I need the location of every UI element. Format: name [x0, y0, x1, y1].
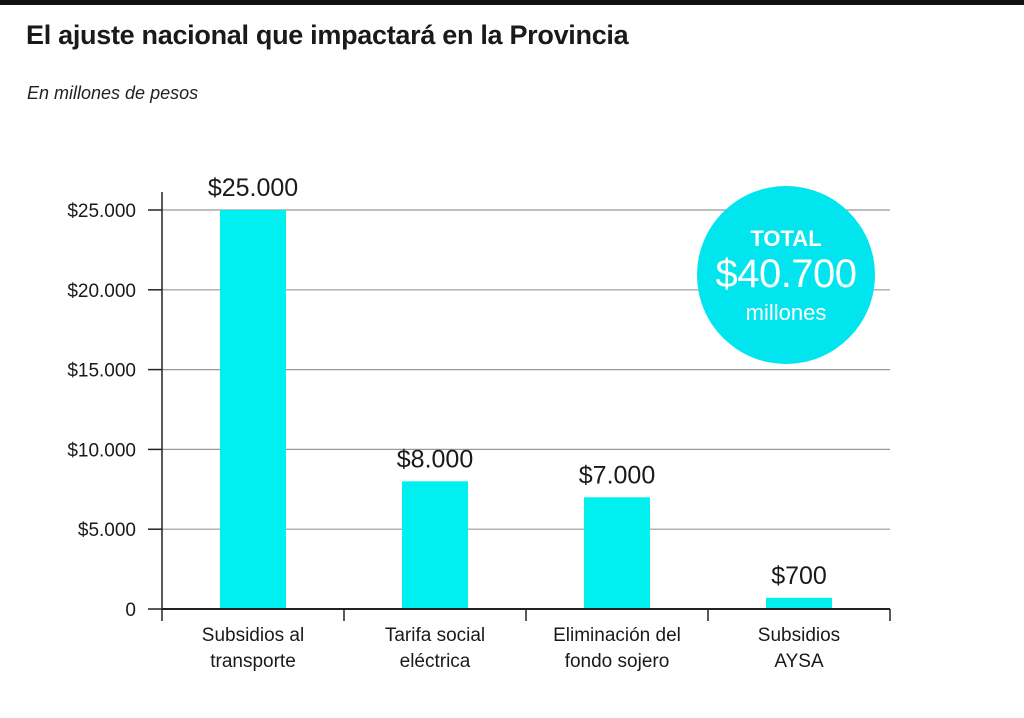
x-category-label: transporte [210, 651, 296, 672]
bar [766, 597, 832, 609]
bar-value-label: $8.000 [397, 445, 473, 473]
y-tick-label: 0 [125, 600, 136, 621]
total-value: $40.700 [715, 252, 857, 296]
total-label: TOTAL [750, 226, 822, 251]
top-rule [0, 0, 1024, 5]
bar [220, 210, 286, 609]
x-category-label: fondo sojero [565, 651, 670, 672]
y-tick-label: $20.000 [67, 281, 136, 302]
bar [584, 497, 650, 609]
chart-subtitle: En millones de pesos [27, 83, 199, 103]
y-tick-label: $25.000 [67, 201, 136, 222]
bar-value-label: $25.000 [208, 174, 298, 202]
bar-value-label: $700 [771, 562, 827, 590]
x-category-label: Subsidios [758, 625, 840, 646]
x-category-label: Tarifa social [385, 625, 485, 646]
x-category-label: Subsidios al [202, 625, 304, 646]
x-category-label: eléctrica [400, 651, 471, 672]
x-category-label: AYSA [774, 651, 824, 672]
y-tick-label: $10.000 [67, 440, 136, 461]
chart-title: El ajuste nacional que impactará en la P… [26, 20, 629, 50]
bar-value-label: $7.000 [579, 461, 655, 489]
bar [402, 481, 468, 609]
total-unit: millones [745, 300, 827, 325]
x-category-label: Eliminación del [553, 625, 681, 646]
y-tick-label: $15.000 [67, 361, 136, 382]
y-tick-label: $5.000 [78, 520, 136, 541]
total-badge: TOTAL $40.700 millones [697, 186, 875, 364]
